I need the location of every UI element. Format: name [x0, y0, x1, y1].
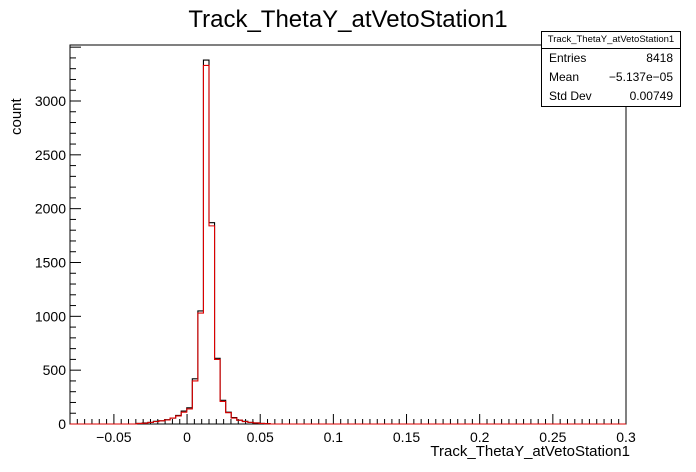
y-tick-label: 2000	[35, 201, 66, 217]
stats-value: 0.00749	[629, 89, 673, 103]
x-tick-label: 0.2	[470, 429, 490, 445]
x-tick-label: 0.25	[539, 429, 566, 445]
histogram-series	[70, 59, 626, 425]
stats-row-mean: Mean −5.137e−05	[542, 68, 680, 87]
y-tick-label: 3000	[35, 93, 66, 109]
x-axis-ticks: −0.05 0 0.05 0.1 0.15 0.2 0.25 0.3	[69, 414, 636, 445]
y-tick-label: 0	[58, 416, 66, 432]
x-tick-label: 0.3	[616, 429, 636, 445]
x-axis-label: Track_ThetaY_atVetoStation1	[430, 443, 630, 460]
y-tick-label: 1500	[35, 254, 66, 270]
stats-header: Track_ThetaY_atVetoStation1	[542, 32, 680, 49]
x-tick-label: 0	[183, 429, 191, 445]
y-tick-label: 2500	[35, 147, 66, 163]
stats-row-stddev: Std Dev 0.00749	[542, 87, 680, 106]
y-tick-label: 1000	[35, 308, 66, 324]
stats-key: Std Dev	[549, 89, 592, 103]
x-tick-label: 0.15	[393, 429, 420, 445]
histogram-black-outline	[70, 59, 626, 425]
stats-row-entries: Entries 8418	[542, 49, 680, 68]
histogram-red-outline	[70, 64, 626, 425]
y-tick-label: 500	[43, 362, 67, 378]
stats-box: Track_ThetaY_atVetoStation1 Entries 8418…	[541, 31, 681, 107]
stats-value: −5.137e−05	[608, 70, 673, 84]
x-tick-label: 0.1	[324, 429, 344, 445]
x-tick-label: 0.05	[247, 429, 274, 445]
chart-title: Track_ThetaY_atVetoStation1	[188, 6, 508, 33]
y-axis-label: count	[8, 98, 25, 135]
stats-key: Mean	[549, 70, 580, 84]
stats-value: 8418	[646, 51, 673, 65]
y-axis-ticks: 0 500 1000 1500 2000 2500 3000	[35, 46, 81, 432]
stats-key: Entries	[549, 51, 587, 65]
x-tick-label: −0.05	[96, 429, 132, 445]
